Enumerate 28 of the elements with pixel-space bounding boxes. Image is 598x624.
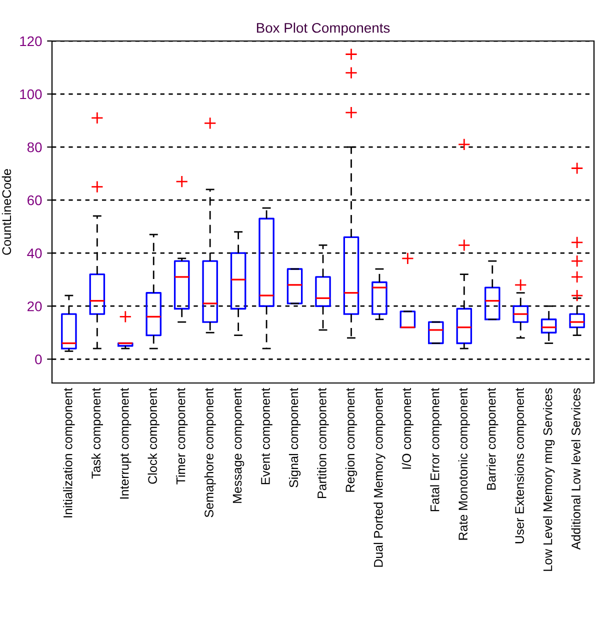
x-tick-label: Rate Monotonic component: [458, 388, 470, 540]
x-tick-label: Low Level Memory mng Services: [543, 388, 555, 571]
x-tick-label: Event component: [261, 388, 272, 484]
y-tick-label: 20: [28, 301, 42, 312]
y-tick-label: 100: [20, 89, 42, 100]
x-tick-label: Interrupt component: [120, 388, 132, 499]
x-tick-label: Additional Low level Services: [571, 388, 580, 550]
x-tick-label: Fatal Error component: [430, 388, 442, 512]
y-tick-label: 0: [35, 354, 42, 364]
x-tick-label: Timer component: [176, 388, 188, 484]
chart-title: Box Plot Components: [256, 22, 390, 36]
y-tick-label: 120: [20, 36, 42, 46]
x-tick-label: Partition component: [317, 388, 329, 498]
x-tick-label: I/O component: [402, 388, 414, 469]
y-tick-label: 80: [27, 142, 42, 152]
x-tick-label: Dual Ported Memory component: [374, 388, 386, 567]
x-tick-label: User Extensions component: [514, 388, 526, 544]
x-tick-label: Barrier component: [486, 388, 498, 490]
y-axis-title: CountLineCode: [2, 169, 12, 255]
x-tick-label: Region component: [345, 388, 358, 492]
y-tick-label: 40: [27, 248, 42, 258]
x-tick-label: Task component: [91, 388, 103, 479]
x-tick-label: Clock component: [148, 388, 160, 484]
x-tick-label: Message component: [232, 388, 244, 503]
x-tick-label: Initialization component: [63, 388, 75, 518]
x-tick-label: Semaphore component: [204, 388, 216, 518]
y-tick-label: 60: [28, 195, 42, 206]
x-tick-label: Signal component: [288, 388, 301, 488]
